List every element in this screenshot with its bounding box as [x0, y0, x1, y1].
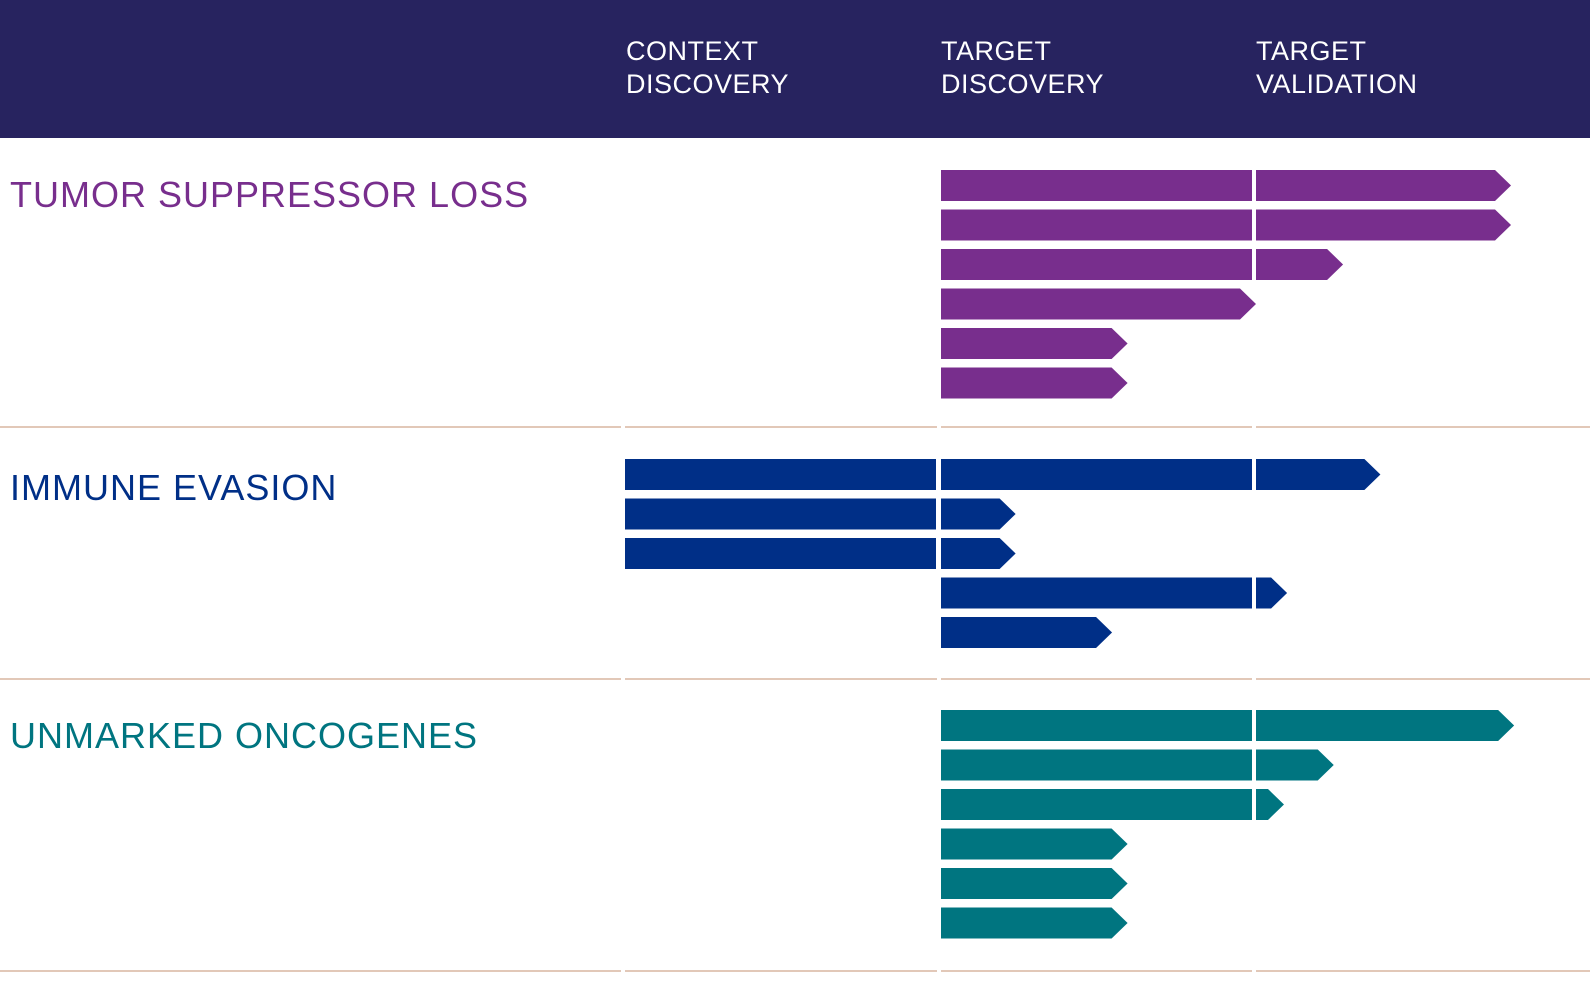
program-bar-segment — [941, 789, 1252, 820]
program-bar-segment — [625, 538, 936, 569]
section-title-immune-evasion: IMMUNE EVASION — [10, 467, 338, 508]
program-bar-segment — [941, 249, 1252, 280]
program-bar-segment — [941, 710, 1252, 741]
program-bar-segment — [941, 577, 1252, 609]
program-bar-arrow — [941, 617, 1113, 648]
program-bar-segment — [941, 459, 1252, 490]
stage-label-target-discovery: TARGET DISCOVERY — [941, 36, 1105, 99]
program-bar-arrow — [941, 498, 1016, 530]
program-bar-arrow — [1256, 209, 1512, 241]
program-bar-segment — [941, 170, 1252, 201]
stage-label-target-validation: TARGET VALIDATION — [1256, 36, 1418, 99]
program-bar-arrow — [1256, 789, 1284, 820]
section-title-tumor-suppressor-loss: TUMOR SUPPRESSOR LOSS — [10, 174, 530, 215]
program-bar-arrow — [1256, 577, 1288, 609]
program-bar-segment — [941, 749, 1252, 781]
program-bar-arrow — [941, 367, 1128, 399]
program-bar-arrow — [1256, 170, 1512, 201]
program-bar-arrow — [941, 538, 1016, 569]
program-bar-segment — [625, 498, 936, 530]
section-title-unmarked-oncogenes: UNMARKED ONCOGENES — [10, 715, 479, 756]
program-bar-arrow — [941, 868, 1128, 899]
program-bar-arrow — [1256, 249, 1344, 280]
program-bar-arrow — [1256, 459, 1381, 490]
program-bar-arrow — [941, 907, 1128, 939]
program-bar-arrow — [941, 288, 1256, 320]
program-bar-segment — [941, 209, 1252, 241]
program-bar-arrow — [941, 328, 1128, 359]
header-bar: CONTEXT DISCOVERY TARGET DISCOVERY TARGE… — [0, 0, 1590, 138]
stage-label-context-discovery: CONTEXT DISCOVERY — [626, 36, 790, 99]
program-bar-arrow — [1256, 749, 1334, 781]
program-bar-arrow — [1256, 710, 1515, 741]
program-bar-arrow — [941, 828, 1128, 860]
program-bar-segment — [625, 459, 936, 490]
